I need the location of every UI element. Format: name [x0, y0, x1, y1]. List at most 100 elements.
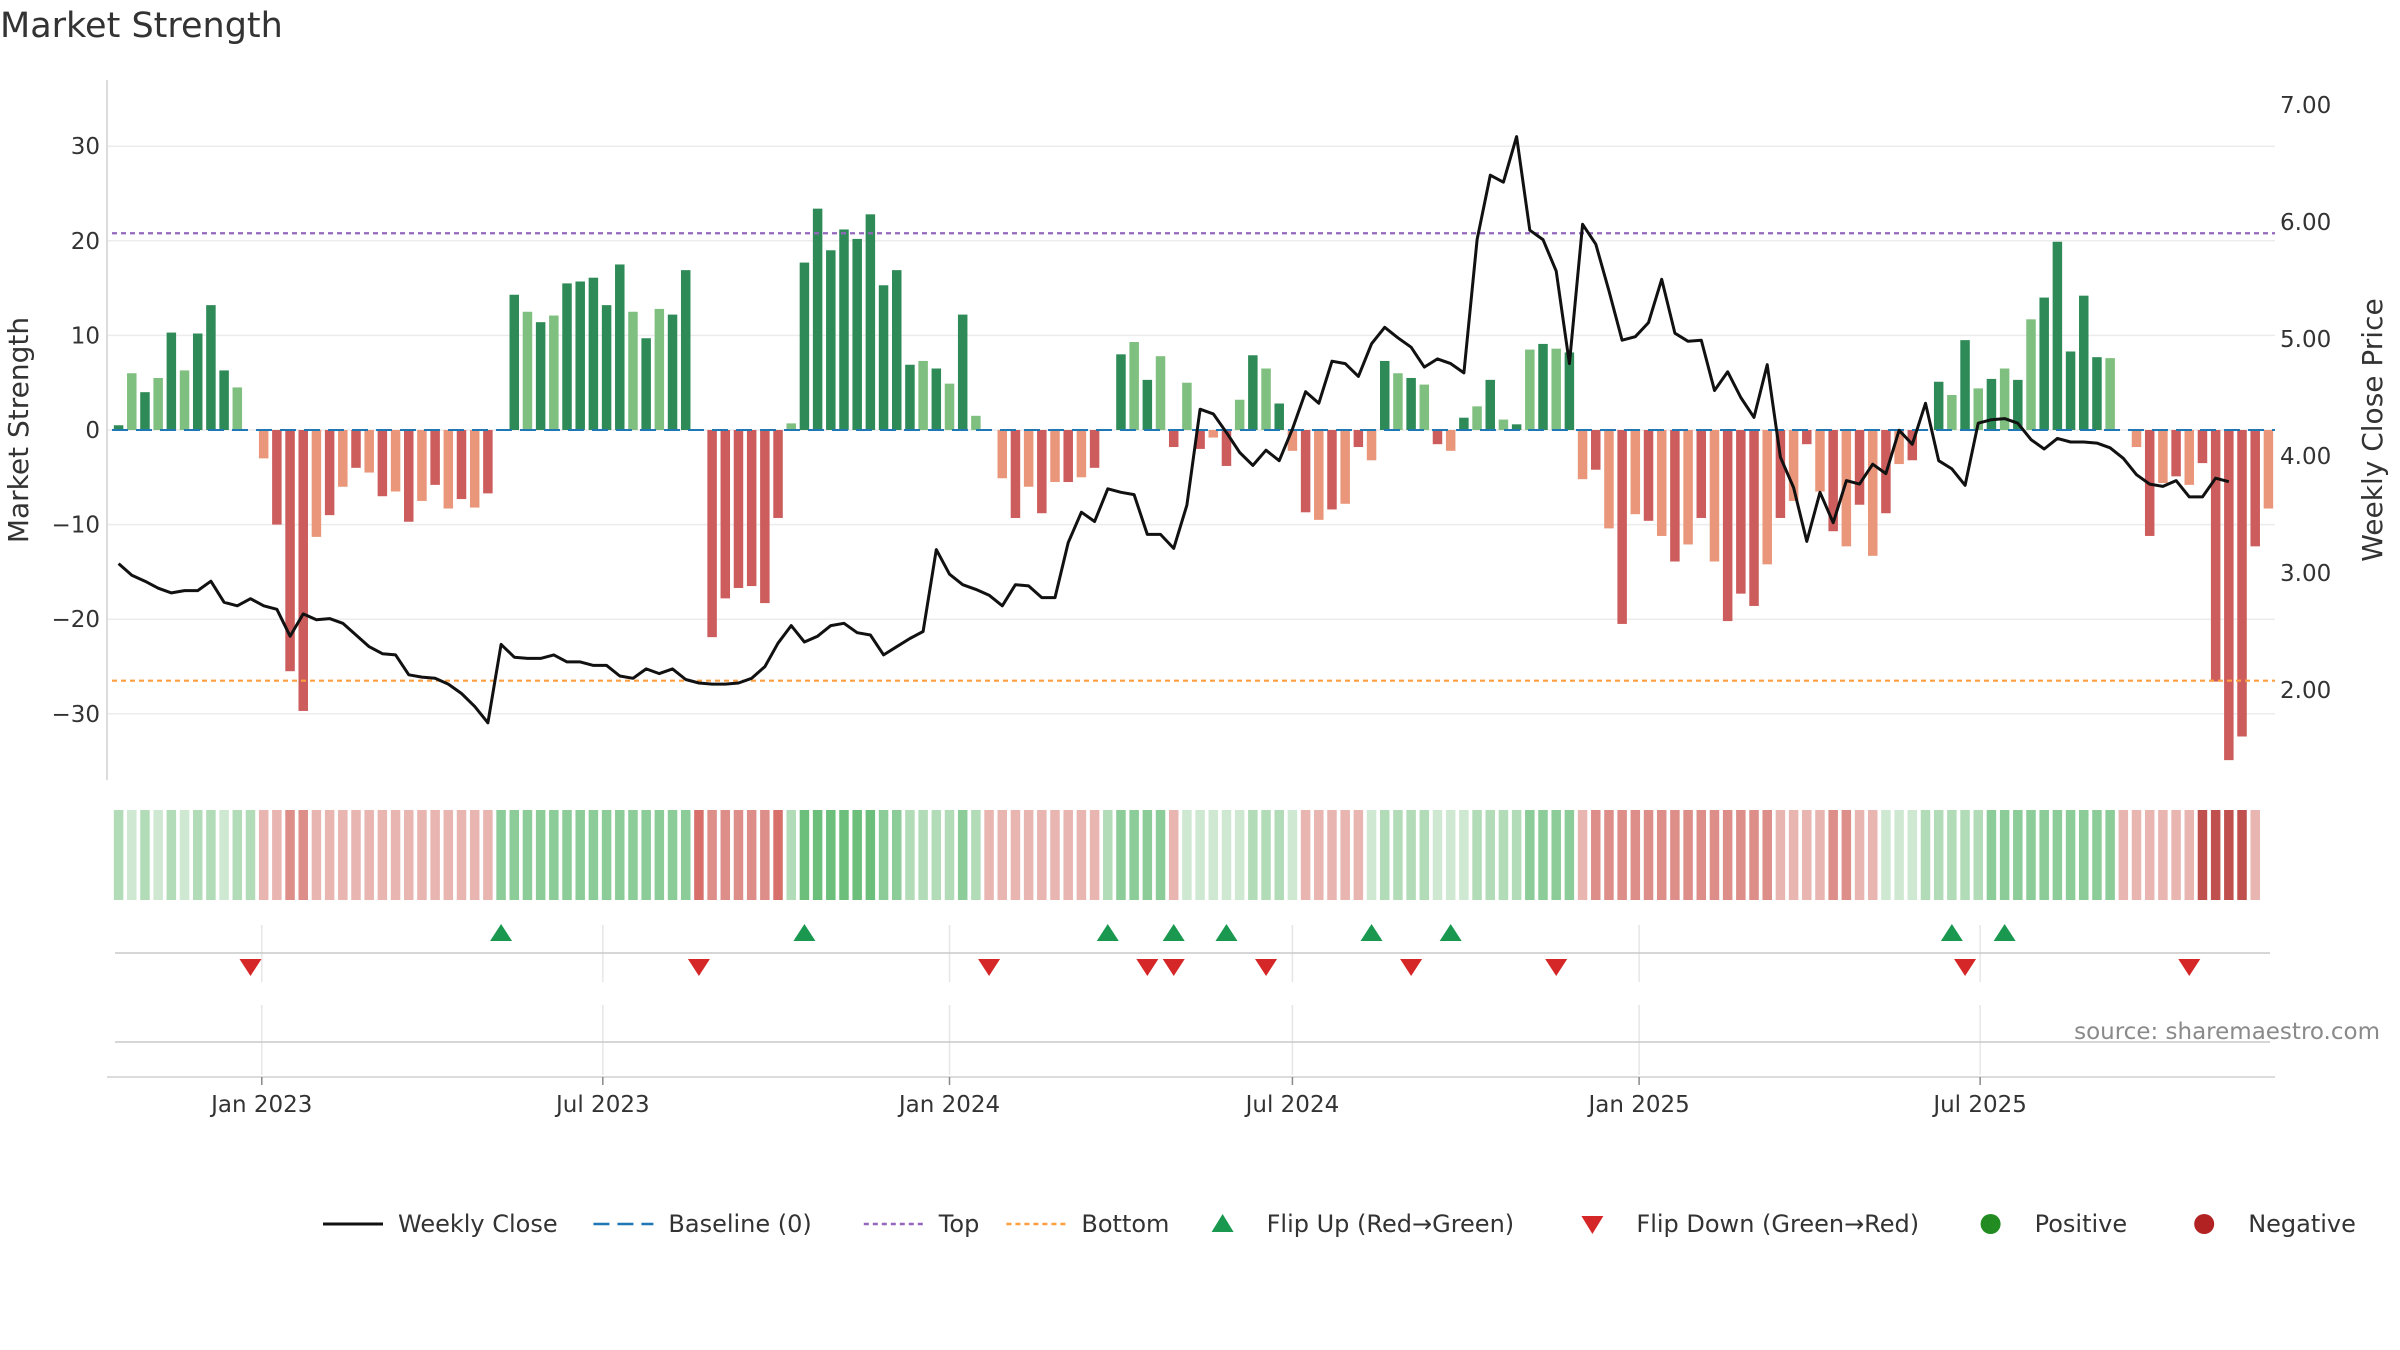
band-cell — [2065, 810, 2076, 900]
band-cell — [1960, 810, 1970, 900]
strength-bar — [575, 281, 585, 430]
strength-bar — [1696, 430, 1707, 518]
flip-down-marker — [687, 959, 710, 976]
strength-bar — [1947, 395, 1957, 430]
band-cell — [1749, 810, 1759, 900]
strength-bar — [338, 430, 348, 487]
band-cell — [1511, 810, 1522, 900]
band-cell — [654, 810, 665, 900]
strength-bar — [1815, 430, 1825, 492]
band-cell — [1933, 810, 1944, 900]
band-cell — [456, 810, 467, 900]
strength-bar — [311, 430, 322, 537]
strength-bar — [1511, 424, 1522, 430]
band-cell — [1775, 810, 1786, 900]
band-cell — [852, 810, 862, 900]
strength-bar — [2052, 241, 2063, 430]
flip-up-marker — [1360, 924, 1383, 941]
band-cell — [1630, 810, 1641, 900]
band-cell — [1379, 810, 1390, 900]
strength-bar — [680, 270, 691, 430]
flip-up-marker — [1215, 924, 1238, 941]
legend-negative-icon — [2194, 1214, 2215, 1234]
band-cell — [1604, 810, 1614, 900]
strength-bar — [1525, 349, 1535, 430]
legend-item: Negative — [2194, 1210, 2356, 1238]
band-cell — [1023, 810, 1034, 900]
strength-bar — [1591, 430, 1601, 470]
band-cell — [1353, 810, 1364, 900]
strength-bar — [2013, 379, 2023, 430]
band-cell — [905, 810, 915, 900]
band-cell — [535, 810, 546, 900]
strength-bar — [654, 308, 665, 430]
strength-bar — [1340, 430, 1350, 504]
band-cell — [1696, 810, 1707, 900]
strength-bar — [1736, 430, 1746, 594]
x-tick-label: Jan 2025 — [1586, 1092, 1689, 1118]
band-cell — [588, 810, 599, 900]
band-cell — [615, 810, 625, 900]
strength-bar — [417, 430, 427, 501]
band-cell — [2131, 810, 2142, 900]
strength-bar — [1472, 406, 1482, 430]
strength-bar — [1314, 430, 1324, 520]
band-cell — [1867, 810, 1878, 900]
band-cell — [206, 810, 216, 900]
strength-bar — [1287, 430, 1298, 451]
band-cell — [1485, 810, 1496, 900]
strength-bar — [1498, 419, 1509, 430]
strength-bar — [615, 264, 625, 430]
flip-up-marker — [1096, 924, 1119, 941]
strength-bar — [483, 430, 493, 494]
flip-up-marker — [1162, 924, 1185, 941]
legend-label: Flip Up (Red→Green) — [1267, 1210, 1515, 1238]
strength-bar — [905, 364, 915, 430]
strength-bar — [1168, 430, 1179, 448]
flip-down-marker — [978, 959, 1001, 976]
strength-bar — [2224, 430, 2234, 761]
band-cell — [1722, 810, 1733, 900]
strength-bar — [2184, 430, 2195, 485]
flip-up-marker — [1940, 924, 1963, 941]
strength-bar — [1261, 368, 1271, 430]
band-cell — [1393, 810, 1403, 900]
band-cell — [1195, 810, 1205, 900]
band-cell — [1050, 810, 1060, 900]
source-label: source: sharemaestro.com — [2074, 1019, 2380, 1045]
band-cell — [351, 810, 361, 900]
strength-bar — [1762, 430, 1772, 565]
flip-down-marker — [1400, 959, 1423, 976]
band-cell — [1643, 810, 1654, 900]
band-cell — [1617, 810, 1627, 900]
strength-bar — [799, 262, 810, 430]
band-cell — [1670, 810, 1680, 900]
band-cell — [839, 810, 849, 900]
band-cell — [971, 810, 981, 900]
y-tick-label: −20 — [51, 607, 100, 633]
strength-bar — [1775, 430, 1786, 518]
strength-bar — [549, 315, 559, 430]
strength-bar — [166, 332, 177, 430]
flip-up-marker — [1439, 924, 1462, 941]
band-cell — [1459, 810, 1469, 900]
band-cell — [1116, 810, 1126, 900]
band-cell — [720, 810, 731, 900]
strength-bar — [1300, 430, 1311, 513]
band-cell — [285, 810, 295, 900]
strength-bar — [760, 430, 770, 604]
strength-bar — [944, 383, 955, 430]
strength-bar — [733, 430, 744, 588]
strength-bar — [1406, 377, 1416, 430]
band-cell — [694, 810, 704, 900]
band-cell — [1287, 810, 1298, 900]
band-cell — [1129, 810, 1139, 900]
strength-bar — [1643, 430, 1654, 521]
band-cell — [1551, 810, 1561, 900]
band-cell — [364, 810, 374, 900]
strength-bar — [852, 238, 862, 430]
band-cell — [680, 810, 691, 900]
strength-bar — [192, 333, 203, 430]
band-cell — [311, 810, 322, 900]
strength-bar — [1577, 430, 1588, 480]
